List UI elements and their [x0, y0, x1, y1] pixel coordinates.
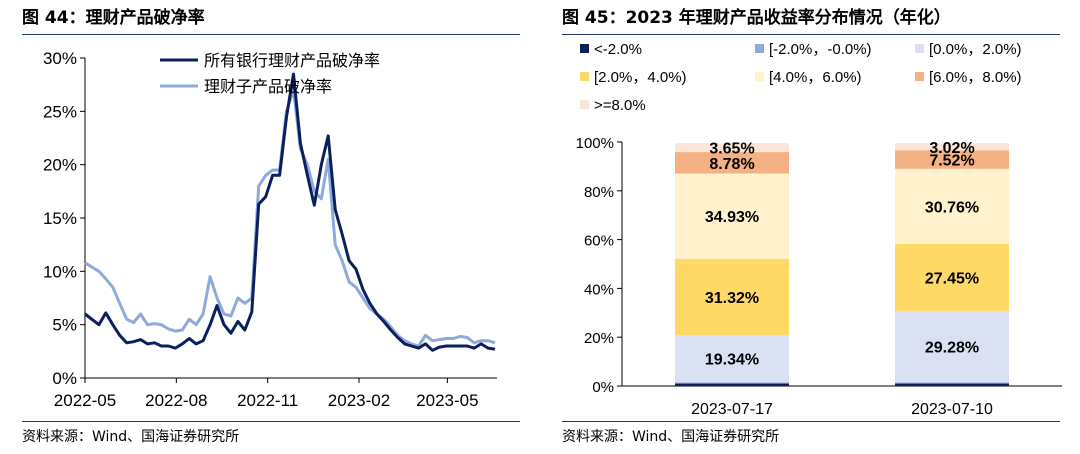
bar-segment: [675, 383, 789, 386]
legend-label: [-2.0%，-0.0%): [769, 41, 872, 58]
legend-label: [0.0%，2.0%): [929, 41, 1022, 58]
legend-swatch: [915, 72, 924, 81]
bar-value-label: 8.78%: [709, 156, 754, 173]
legend-swatch: [915, 44, 924, 53]
bar-segment: [895, 168, 1009, 244]
legend-label: <-2.0%: [594, 41, 642, 58]
x-tick-label: 2022-11: [237, 391, 298, 410]
y-tick-label: 25%: [43, 102, 77, 121]
y-tick-label: 30%: [43, 49, 77, 68]
legend-swatch: [580, 72, 589, 81]
y-tick-label: 60%: [584, 233, 614, 250]
line-chart: 0% 5% 10% 15% 20% 25% 30% 2022-05 2022-08 2022-11…: [43, 49, 497, 410]
legend-label: >=8.0%: [594, 97, 646, 114]
bar-segment: [675, 335, 789, 383]
y-tick-label: 20%: [584, 330, 614, 347]
y-tick-label: 10%: [43, 262, 77, 281]
bar-value-label: 7.52%: [929, 153, 974, 170]
legend-label: 理财子产品破净率: [204, 77, 332, 96]
legend-swatch: [580, 100, 589, 109]
bar-segment: [895, 382, 1009, 384]
bar-segment: [895, 150, 1009, 169]
y-tick-label: 0%: [52, 369, 77, 388]
legend-swatch: [580, 44, 589, 53]
bar-segment: [895, 243, 1009, 311]
bar-segment: [895, 383, 1009, 386]
bar-segment: [675, 152, 789, 174]
bar-segment: [675, 143, 789, 153]
bar-value-label: 31.32%: [705, 290, 759, 307]
left-source-note: 资料来源：Wind、国海证券研究所: [22, 421, 520, 448]
bar-value-label: 34.93%: [705, 209, 759, 226]
y-tick-label: 80%: [584, 184, 614, 201]
bar-value-label: 19.34%: [705, 352, 759, 369]
legend-label: 所有银行理财产品破净率: [204, 51, 380, 70]
y-tick-label: 15%: [43, 209, 77, 228]
y-tick-label: 100%: [576, 135, 614, 152]
bar-value-label: 27.45%: [925, 270, 979, 287]
y-tick-label: 40%: [584, 281, 614, 298]
x-tick-label: 2023-05: [416, 391, 478, 410]
bar-value-label: 3.65%: [709, 141, 754, 158]
legend-label: [4.0%，6.0%): [769, 69, 862, 86]
bar-segment: [675, 173, 789, 259]
legend-swatch: [755, 72, 764, 81]
bar-segment: [675, 258, 789, 336]
bar-segment: [675, 382, 789, 384]
x-category-label: 2023-07-17: [691, 401, 773, 418]
x-category-label: 2023-07-10: [911, 401, 993, 418]
legend-label: [2.0%，4.0%): [594, 69, 687, 86]
right-source-note: 资料来源：Wind、国海证券研究所: [562, 421, 1060, 448]
x-tick-label: 2022-08: [145, 391, 207, 410]
left-figure-title: 图 44：理财产品破净率: [22, 4, 520, 35]
bar-value-label: 29.28%: [925, 340, 979, 357]
legend-label: [6.0%，8.0%): [929, 69, 1022, 86]
bar-value-label: 30.76%: [925, 199, 979, 216]
x-tick-label: 2023-02: [328, 391, 390, 410]
y-tick-label: 5%: [52, 316, 77, 335]
bar-segment: [895, 143, 1009, 151]
bar-segment: [895, 310, 1009, 383]
series-line: [84, 88, 496, 348]
y-tick-label: 0%: [592, 379, 614, 396]
legend-swatch: [755, 44, 764, 53]
right-figure-title: 图 45：2023 年理财产品收益率分布情况（年化）: [562, 4, 1060, 35]
bar-value-label: 3.02%: [929, 140, 974, 157]
y-tick-label: 20%: [43, 156, 77, 175]
stacked-bar-chart: 0% 20% 40% 60% 80% 100% 19.34% 31.32% 34.93% 8.78…: [576, 41, 1062, 418]
series-line: [84, 72, 496, 352]
x-tick-label: 2022-05: [54, 391, 116, 410]
